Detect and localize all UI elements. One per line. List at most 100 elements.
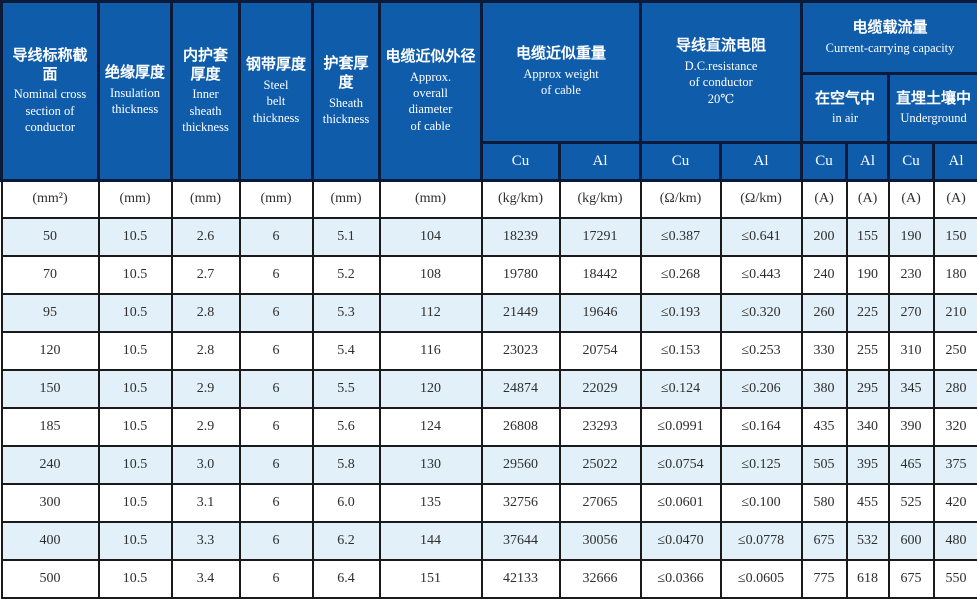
data-cell: 112	[378, 292, 483, 333]
data-cell: 600	[887, 520, 935, 561]
header-sub-underground: 直埋土壤中 Underground	[887, 72, 977, 144]
header-en-label: Current-carrying capacity	[825, 40, 955, 55]
data-cell: 465	[887, 444, 935, 485]
data-cell: 120	[378, 368, 483, 409]
data-cell: 2.8	[170, 292, 241, 333]
data-cell: 345	[887, 368, 935, 409]
data-cell: 24874	[480, 368, 561, 409]
data-cell: 32666	[558, 558, 642, 599]
header-en-label: in air	[832, 111, 859, 126]
header-en-label: Sheath thickness	[322, 95, 370, 126]
data-cell: 20754	[558, 330, 642, 371]
data-cell: 116	[378, 330, 483, 371]
data-cell: 200	[800, 216, 848, 257]
data-cell: 10.5	[97, 330, 173, 371]
data-cell: 255	[845, 330, 890, 371]
data-cell: 150	[0, 368, 100, 409]
data-cell: 27065	[558, 482, 642, 523]
header-en-label: Nominal cross section of conductor	[13, 87, 87, 134]
data-cell: ≤0.268	[639, 254, 722, 295]
unit-cell: (Ω/km)	[639, 179, 722, 219]
data-cell: 380	[800, 368, 848, 409]
data-cell: 135	[378, 482, 483, 523]
data-cell: 6	[238, 368, 314, 409]
data-cell: 230	[887, 254, 935, 295]
data-cell: 6.4	[311, 558, 381, 599]
table-header: 导线标称截面 Nominal cross section of conducto…	[0, 0, 977, 182]
data-cell: 775	[800, 558, 848, 599]
data-cell: 155	[845, 216, 890, 257]
data-cell: 435	[800, 406, 848, 447]
data-cell: 37644	[480, 520, 561, 561]
data-cell: 5.2	[311, 254, 381, 295]
data-cell: 10.5	[97, 254, 173, 295]
header-col-steel-belt-thickness: 钢带厚度 Steel belt thickness	[238, 0, 314, 182]
data-cell: 95	[0, 292, 100, 333]
data-cell: 2.6	[170, 216, 241, 257]
data-cell: 10.5	[97, 406, 173, 447]
data-cell: ≤0.443	[719, 254, 803, 295]
data-cell: 295	[845, 368, 890, 409]
data-cell: 6	[238, 444, 314, 485]
header-group-approx-weight: 电缆近似重量 Approx weight of cable	[479, 0, 643, 144]
data-cell: ≤0.206	[719, 368, 803, 409]
data-cell: 6	[238, 406, 314, 447]
header-col-inner-sheath-thickness: 内护套 厚度 Inner sheath thickness	[170, 0, 241, 182]
data-cell: ≤0.0470	[639, 520, 722, 561]
data-cell: 6.0	[311, 482, 381, 523]
header-metal-al: Al	[932, 141, 977, 182]
header-col-sheath-thickness: 护套厚度 Sheath thickness	[311, 0, 381, 182]
header-zh-label: 在空气中	[815, 89, 876, 107]
data-cell: 10.5	[97, 216, 173, 257]
unit-cell: (A)	[932, 179, 977, 219]
data-cell: 6.2	[311, 520, 381, 561]
header-en-label: Approx weight of cable	[523, 67, 599, 98]
table-body: (mm²) (mm) (mm) (mm) (mm) (mm) (kg/km) (…	[0, 179, 977, 599]
data-cell: 225	[845, 292, 890, 333]
data-cell: 5.3	[311, 292, 381, 333]
data-cell: 144	[378, 520, 483, 561]
header-group-dc-resistance: 导线直流电阻 D.C.resistance of conductor 20℃	[639, 0, 804, 144]
header-col-nominal-cross-section: 导线标称截面 Nominal cross section of conducto…	[0, 0, 100, 182]
data-cell: 190	[845, 254, 890, 295]
data-cell: 270	[887, 292, 935, 333]
header-zh-label: 直埋土壤中	[896, 89, 972, 107]
data-cell: ≤0.0605	[719, 558, 803, 599]
table-row: 185 10.5 2.9 6 5.6 124 26808 23293 ≤0.0991 ≤0.164…	[0, 406, 977, 447]
header-zh-label: 内护套 厚度	[182, 46, 228, 83]
data-cell: 21449	[480, 292, 561, 333]
data-cell: 505	[800, 444, 848, 485]
data-cell: 10.5	[97, 482, 173, 523]
data-cell: 675	[887, 558, 935, 599]
data-cell: 130	[378, 444, 483, 485]
header-metal-al: Al	[845, 141, 891, 182]
header-zh-label: 电缆近似外径	[385, 48, 476, 66]
unit-cell: (mm)	[170, 179, 241, 219]
header-en-label: Underground	[900, 111, 967, 126]
header-col-overall-diameter: 电缆近似外径 Approx. overall diameter of cable	[378, 0, 483, 182]
data-cell: ≤0.253	[719, 330, 803, 371]
data-cell: ≤0.153	[639, 330, 722, 371]
data-cell: 6	[238, 482, 314, 523]
data-cell: 6	[238, 330, 314, 371]
units-row: (mm²) (mm) (mm) (mm) (mm) (mm) (kg/km) (…	[0, 179, 977, 219]
header-row-metals: Cu Al Cu Al Cu Al Cu Al	[2, 141, 977, 182]
data-cell: 375	[932, 444, 977, 485]
data-cell: 6	[238, 558, 314, 599]
header-sub-in-air: 在空气中 in air	[800, 72, 891, 144]
data-cell: 26808	[480, 406, 561, 447]
data-cell: 10.5	[97, 444, 173, 485]
data-cell: 260	[800, 292, 848, 333]
data-cell: 6	[238, 520, 314, 561]
data-cell: 190	[887, 216, 935, 257]
table-row: 50 10.5 2.6 6 5.1 104 18239 17291 ≤0.387 ≤0.641 20…	[0, 216, 977, 257]
data-cell: 2.9	[170, 368, 241, 409]
header-en-label: Inner sheath thickness	[182, 87, 229, 134]
data-cell: 3.3	[170, 520, 241, 561]
data-cell: 3.1	[170, 482, 241, 523]
table-row: 150 10.5 2.9 6 5.5 120 24874 22029 ≤0.124 ≤0.206 3…	[0, 368, 977, 409]
data-cell: 500	[0, 558, 100, 599]
data-cell: ≤0.193	[639, 292, 722, 333]
header-zh-label: 绝缘厚度	[104, 64, 165, 82]
data-cell: 30056	[558, 520, 642, 561]
